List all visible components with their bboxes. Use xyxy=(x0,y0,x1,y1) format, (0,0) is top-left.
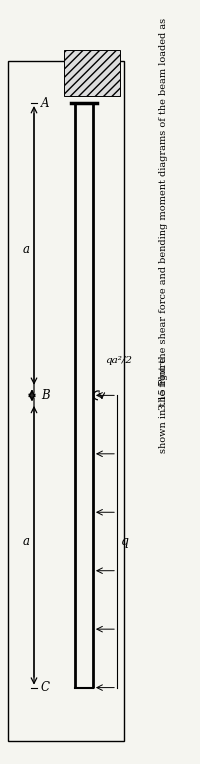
Text: q: q xyxy=(121,535,129,548)
Text: a: a xyxy=(22,535,30,548)
Bar xyxy=(64,50,120,96)
Text: 3.15 Plot the shear force and bending moment diagrams of the beam loaded as: 3.15 Plot the shear force and bending mo… xyxy=(160,18,168,410)
Text: C: C xyxy=(40,681,50,694)
Text: A: A xyxy=(41,96,49,110)
Text: B: B xyxy=(41,389,49,402)
Text: shown in the figure: shown in the figure xyxy=(160,357,168,453)
Text: qa²/2: qa²/2 xyxy=(105,357,132,365)
Bar xyxy=(8,61,124,741)
Text: a: a xyxy=(22,243,30,256)
